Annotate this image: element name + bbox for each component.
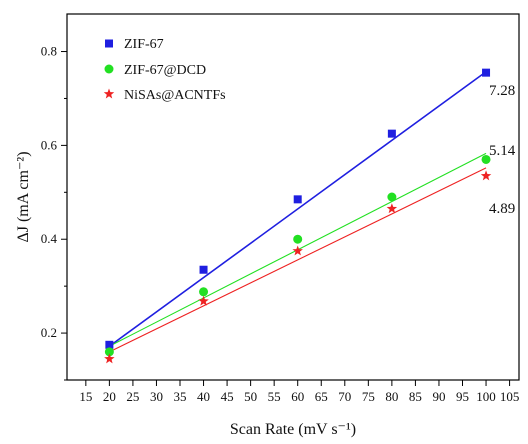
legend-label-nisas: NiSAs@ACNTFs <box>124 88 226 103</box>
plot-frame <box>66 13 520 381</box>
x-tick-label: 95 <box>456 389 469 404</box>
x-tick-label: 80 <box>385 389 398 404</box>
data-point-circle <box>199 287 209 297</box>
data-points <box>104 68 492 364</box>
legend: ZIF-67 ZIF-67@DCD NiSAs@ACNTFs <box>103 37 226 103</box>
data-point-square <box>199 265 208 274</box>
x-tick-label: 105 <box>500 389 520 404</box>
data-point-square <box>105 340 114 349</box>
x-axis-title: Scan Rate (mV s⁻¹) <box>230 421 356 438</box>
x-tick-label: 100 <box>476 389 496 404</box>
legend-marker-zif67 <box>105 39 113 48</box>
data-point-circle <box>481 154 491 164</box>
data-point-circle <box>104 347 114 357</box>
data-point-square <box>482 68 491 77</box>
y-tick-label: 0.8 <box>41 44 57 59</box>
legend-label-zif67-dcd: ZIF-67@DCD <box>124 63 206 78</box>
x-tick-label: 15 <box>79 389 92 404</box>
data-point-star <box>480 170 492 181</box>
y-axis-title: ΔJ (mA cm⁻²) <box>15 151 32 242</box>
fit-line <box>109 167 487 353</box>
x-tick-label: 50 <box>244 389 257 404</box>
x-tick-label: 35 <box>174 389 187 404</box>
data-point-square <box>387 129 396 138</box>
x-tick-label: 45 <box>221 389 234 404</box>
data-point-star <box>198 295 209 306</box>
x-tick-label: 85 <box>409 389 422 404</box>
y-tick-label: 0.2 <box>41 325 57 340</box>
data-point-circle <box>293 234 303 244</box>
legend-marker-nisas <box>103 88 115 99</box>
x-tick-label: 60 <box>291 389 304 404</box>
x-tick-label: 30 <box>150 389 163 404</box>
annotation-nisas-slope: 4.89 <box>489 201 515 217</box>
y-tick-label: 0.4 <box>41 231 58 246</box>
x-tick-label: 55 <box>268 389 281 404</box>
x-tick-label: 90 <box>432 389 445 404</box>
data-point-star <box>292 245 303 256</box>
legend-label-zif67: ZIF-67 <box>124 37 164 52</box>
data-point-star <box>386 203 398 214</box>
x-tick-label: 25 <box>126 389 139 404</box>
y-tick-label: 0.6 <box>41 137 58 152</box>
x-axis-ticks: 15 20 25 30 35 40 45 50 55 60 65 70 75 80 85 90 95 100 105 <box>79 380 519 404</box>
data-point-square <box>293 195 302 204</box>
y-axis-ticks: 0.2 0.4 0.6 0.8 <box>41 44 67 381</box>
fit-line <box>108 71 487 347</box>
x-tick-label: 20 <box>103 389 116 404</box>
x-tick-label: 40 <box>197 389 210 404</box>
annotation-zif67-dcd-slope: 5.14 <box>489 143 516 159</box>
data-point-circle <box>387 192 397 202</box>
legend-marker-zif67-dcd <box>104 64 114 74</box>
x-tick-label: 75 <box>362 389 375 404</box>
x-tick-label: 70 <box>338 389 351 404</box>
x-tick-label: 65 <box>315 389 328 404</box>
fit-lines <box>108 71 487 353</box>
data-point-star <box>104 353 115 364</box>
annotation-zif67-slope: 7.28 <box>489 83 515 99</box>
